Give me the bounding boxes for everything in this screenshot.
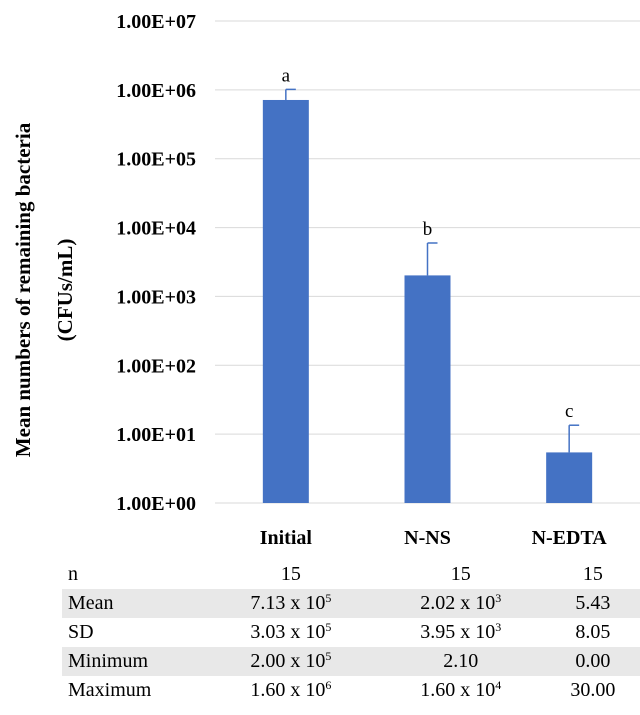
stats-cell: 2.00 x 105 bbox=[206, 647, 376, 676]
x-category-label: Initial bbox=[260, 527, 313, 549]
stats-row: Minimum 2.00 x 105 2.10 0.00 bbox=[62, 647, 640, 676]
y-tick-label: 1.00E+07 bbox=[116, 11, 196, 33]
stats-row-label: Minimum bbox=[62, 647, 206, 676]
y-tick-label: 1.00E+04 bbox=[116, 218, 196, 240]
stats-row-label: Mean bbox=[62, 589, 206, 618]
x-axis-categories: Initial N-NS N-EDTA bbox=[260, 527, 608, 549]
stats-row: SD 3.03 x 105 3.95 x 103 8.05 bbox=[62, 618, 640, 647]
significance-letter: b bbox=[423, 219, 433, 240]
stats-cell: 0.00 bbox=[545, 647, 640, 676]
stats-cell: 15 bbox=[582, 563, 603, 585]
stats-row-label: SD bbox=[68, 621, 94, 643]
stats-cell: 8.05 bbox=[575, 621, 611, 643]
stats-cell-exponent: 5 bbox=[325, 649, 332, 663]
stats-cell: 2.02 x 103 bbox=[375, 589, 546, 618]
y-tick-label: 1.00E+02 bbox=[116, 355, 196, 377]
stats-row-label: Maximum bbox=[68, 679, 152, 701]
y-axis-ticks: 1.00E+00 1.00E+01 1.00E+02 1.00E+03 1.00E+04… bbox=[116, 11, 196, 515]
stats-cell: 30.00 bbox=[570, 679, 616, 701]
y-tick-label: 1.00E+00 bbox=[116, 493, 196, 515]
bar-chart: 1.00E+00 1.00E+01 1.00E+02 1.00E+03 1.00E+04… bbox=[11, 11, 640, 549]
y-tick-label: 1.00E+05 bbox=[116, 149, 196, 171]
stats-cell-exponent: 6 bbox=[325, 678, 332, 692]
y-tick-label: 1.00E+03 bbox=[116, 286, 196, 308]
stats-row: Mean 7.13 x 105 2.02 x 103 5.43 bbox=[62, 589, 640, 618]
bar bbox=[262, 99, 309, 504]
error-bars bbox=[285, 88, 580, 453]
stats-cell-exponent: 5 bbox=[325, 620, 332, 634]
stats-cell: 1.60 x 106 bbox=[250, 678, 332, 701]
stats-row: Maximum 1.60 x 106 1.60 x 104 30.00 bbox=[62, 676, 640, 705]
stats-row-label: n bbox=[68, 563, 78, 585]
stats-cell: 7.13 x 105 bbox=[206, 589, 376, 618]
stats-cell-exponent: 3 bbox=[495, 620, 502, 634]
significance-letter: c bbox=[565, 401, 573, 422]
stats-cell: 15 bbox=[280, 563, 301, 585]
y-axis-label-line1: Mean numbers of remaining bacteria bbox=[11, 122, 35, 457]
significance-letters: a b c bbox=[282, 65, 574, 422]
stats-cell: 2.10 bbox=[375, 647, 546, 676]
bars bbox=[262, 99, 593, 504]
y-tick-label: 1.00E+01 bbox=[116, 424, 196, 446]
stats-cell: 3.95 x 103 bbox=[420, 620, 502, 643]
stats-cell: 5.43 bbox=[545, 589, 640, 618]
x-category-label: N-EDTA bbox=[532, 527, 608, 549]
stats-cell-exponent: 5 bbox=[325, 591, 332, 605]
bar bbox=[404, 275, 451, 503]
stats-cell: 1.60 x 104 bbox=[420, 678, 502, 701]
stats-table: n 15 15 15 Mean 7.13 x 105 2.02 x 103 5.43 SD 3.0… bbox=[62, 560, 640, 705]
y-axis-label-line2: (CFUs/mL) bbox=[53, 239, 77, 342]
stats-cell-exponent: 4 bbox=[495, 678, 502, 692]
significance-letter: a bbox=[282, 65, 291, 86]
bar bbox=[546, 452, 593, 503]
stats-cell: 15 bbox=[450, 563, 471, 585]
stats-cell-exponent: 3 bbox=[495, 591, 502, 605]
y-tick-label: 1.00E+06 bbox=[116, 80, 196, 102]
x-category-label: N-NS bbox=[404, 527, 451, 549]
stats-cell: 3.03 x 105 bbox=[250, 620, 332, 643]
stats-row: n 15 15 15 bbox=[62, 560, 640, 589]
